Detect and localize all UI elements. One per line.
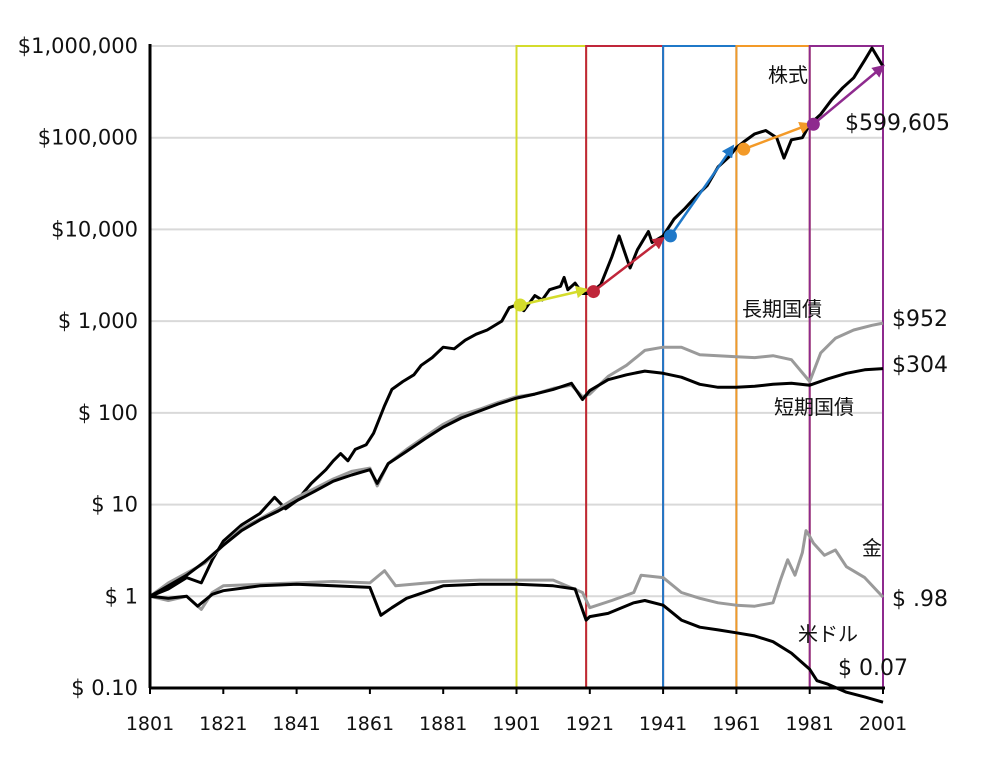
series-lines — [149, 46, 885, 704]
x-tick-label: 1921 — [566, 713, 614, 735]
x-tick-label: 1961 — [712, 713, 760, 735]
period-arrow-4 — [743, 121, 813, 151]
period-dot-4 — [737, 142, 751, 156]
x-tick-label: 1981 — [786, 713, 834, 735]
period-arrows — [513, 64, 885, 312]
x-tick-label: 1901 — [492, 713, 540, 735]
period-arrow-3 — [669, 144, 735, 237]
x-tick-label: 1841 — [272, 713, 320, 735]
x-tick-label: 1801 — [126, 713, 174, 735]
y-tick-label: $ 10 — [91, 493, 138, 517]
series-name-label: 株式 — [768, 63, 808, 87]
period-boxes — [515, 45, 885, 689]
axes: $ 0.10 $ 1 $ 10 $ 100 $ 1,000 $10,000 $100,000… — [18, 34, 907, 735]
x-tick-label: 1861 — [346, 713, 394, 735]
period-dot-1 — [513, 298, 527, 312]
y-tick-label: $ 1,000 — [58, 309, 138, 333]
y-tick-label: $10,000 — [51, 217, 138, 241]
series-name-label: 金 — [862, 536, 882, 560]
series-line-1 — [149, 46, 885, 598]
series-line-5 — [149, 582, 884, 704]
y-tick-label: $100,000 — [38, 126, 138, 150]
period-box-5 — [808, 45, 885, 689]
series-labels: 株式 $599,605 長期国債 $952 短期国債 $304 金 $ .98 米ドル $ 0.0… — [742, 63, 950, 681]
period-dot-5 — [806, 117, 820, 131]
x-tick-label: 1941 — [639, 713, 687, 735]
y-tick-label: $ 0.10 — [71, 676, 138, 700]
series-end-value-label: $ 0.07 — [838, 656, 908, 681]
x-tick-label: 1881 — [419, 713, 467, 735]
x-tick-label: 1821 — [199, 713, 247, 735]
series-end-value-label: $ .98 — [892, 587, 948, 612]
y-tick-label: $ 100 — [78, 401, 138, 425]
y-tick-label: $ 1 — [105, 584, 138, 608]
series-end-value-label: $952 — [892, 307, 948, 332]
period-box-3 — [662, 45, 738, 689]
period-dot-2 — [586, 285, 600, 299]
period-dot-3 — [663, 229, 677, 243]
series-end-value-label: $599,605 — [845, 111, 950, 136]
period-arrow-1 — [519, 285, 589, 307]
period-arrow-5 — [812, 64, 885, 126]
series-name-label: 長期国債 — [742, 297, 822, 321]
series-name-label: 短期国債 — [774, 395, 854, 419]
y-tick-label: $1,000,000 — [18, 34, 138, 58]
period-arrow-2 — [592, 236, 666, 293]
series-line-3 — [149, 367, 884, 598]
series-end-value-label: $304 — [892, 353, 948, 378]
series-name-label: 米ドル — [798, 622, 858, 646]
x-tick-label: 2001 — [859, 713, 907, 735]
